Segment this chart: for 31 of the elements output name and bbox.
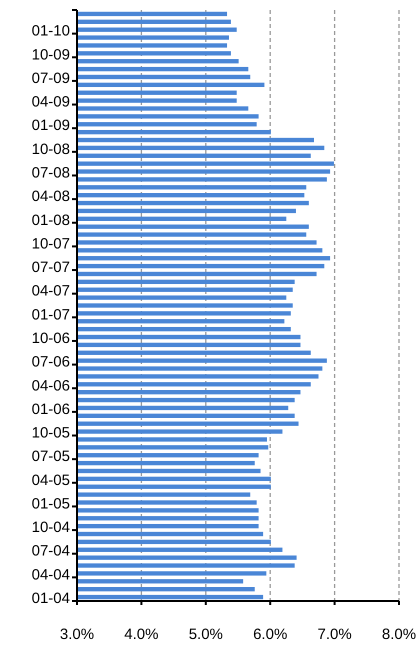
y-tick-label: 07-08: [32, 164, 70, 182]
x-tick-label: 8.0%: [382, 626, 416, 643]
y-tick-label: 04-07: [32, 282, 70, 300]
y-tick-label: 07-07: [32, 259, 70, 276]
y-tick-label: 07-06: [32, 354, 70, 371]
x-tick-label: 4.0%: [124, 626, 158, 643]
x-tick-label: 6.0%: [253, 626, 288, 643]
y-tick-label: 01-06: [32, 400, 70, 418]
x-tick-label: 7.0%: [318, 626, 352, 643]
x-tick-label: 5.0%: [188, 626, 223, 643]
y-tick-label: 10-07: [32, 235, 70, 252]
y-tick-label: 04-09: [32, 94, 70, 111]
y-tick-label: 01-07: [32, 306, 70, 324]
y-tick-label: 04-06: [32, 377, 70, 394]
y-tick-label: 07-05: [32, 448, 70, 466]
y-tick-label: 01-10: [32, 22, 70, 40]
y-tick-label: 04-04: [32, 566, 70, 584]
y-tick-label: 07-09: [32, 70, 70, 87]
y-tick-label: 01-05: [32, 495, 70, 512]
y-tick-label: 01-09: [32, 117, 70, 134]
y-tick-label: 10-09: [32, 46, 70, 64]
y-tick-label: 07-04: [32, 542, 70, 560]
y-tick-label: 10-04: [32, 519, 70, 536]
y-tick-label: 10-08: [32, 140, 70, 158]
x-tick-label: 3.0%: [60, 626, 94, 643]
y-tick-label: 01-04: [32, 590, 70, 608]
y-tick-label: 10-05: [32, 424, 70, 442]
y-tick-label: 01-08: [32, 212, 70, 229]
y-tick-label: 04-08: [32, 188, 70, 206]
y-tick-label: 10-06: [32, 330, 70, 347]
y-tick-label: 04-05: [32, 472, 70, 489]
